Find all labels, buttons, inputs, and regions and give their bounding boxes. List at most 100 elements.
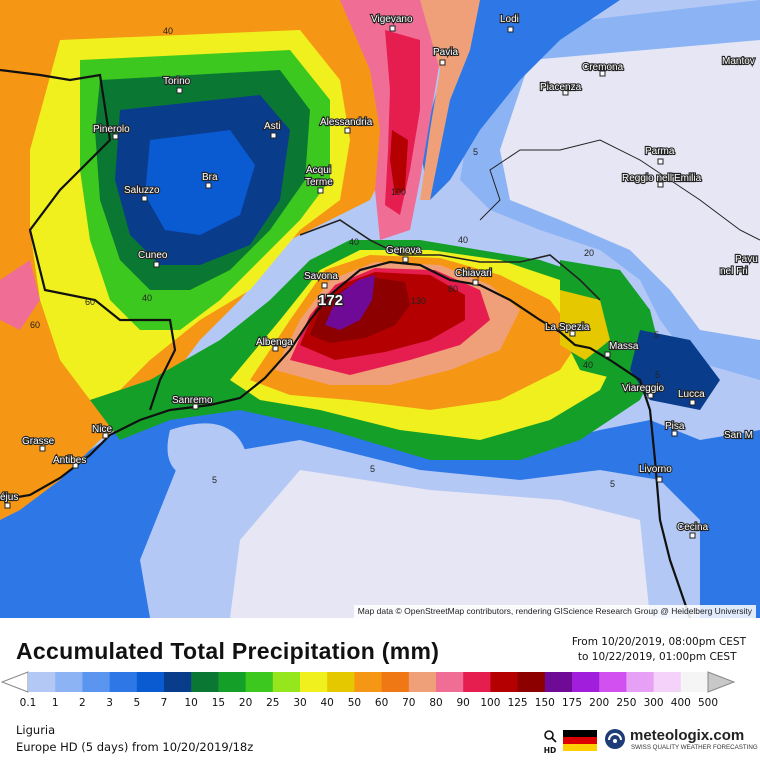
- city-cecina: Cecina: [676, 521, 710, 539]
- precipitation-map[interactable]: Vigevano Lodi Torino Pavia Cremona Manto…: [0, 0, 760, 618]
- brand-logo-icon: [605, 729, 625, 749]
- max-purple-core: [325, 275, 375, 330]
- city-sanremo: Sanremo: [171, 394, 214, 410]
- scale-swatch: [517, 672, 546, 692]
- scale-left-arrow: [0, 671, 29, 693]
- scale-swatch: [680, 672, 709, 692]
- city-antibes: Antibes: [52, 454, 87, 469]
- scale-swatch: [245, 672, 274, 692]
- svg-text:Vigevano: Vigevano: [371, 14, 413, 25]
- svg-text:Bra: Bra: [202, 172, 218, 183]
- hd-label: HD: [543, 746, 557, 755]
- svg-text:Mantov: Mantov: [722, 56, 755, 67]
- coastline: [0, 260, 692, 618]
- scale-swatch: [55, 672, 83, 692]
- scale-swatch: [109, 672, 138, 692]
- brand-tagline: SWISS QUALITY WEATHER FORECASTING: [631, 744, 758, 751]
- east-lightest-region: [500, 40, 760, 340]
- scale-tick-label: 0.1: [19, 697, 37, 709]
- brand-name: meteologix.com: [630, 727, 745, 744]
- city-chiavari: Chiavari: [454, 267, 493, 286]
- svg-text:Chiavari: Chiavari: [455, 268, 492, 279]
- svg-text:Nice: Nice: [92, 424, 112, 435]
- scale-swatch: [572, 672, 600, 692]
- svg-text:130: 130: [411, 296, 426, 306]
- svg-text:Terme: Terme: [305, 177, 333, 188]
- svg-text:Grasse: Grasse: [22, 436, 55, 447]
- scale-swatch: [381, 672, 410, 692]
- city-savona: Savona: [303, 270, 339, 289]
- scale-swatch: [164, 672, 192, 692]
- scale-tick-label: 25: [266, 697, 280, 709]
- svg-text:nel Fri: nel Fri: [720, 266, 748, 277]
- svg-text:60: 60: [85, 297, 95, 307]
- svg-text:5: 5: [212, 475, 217, 485]
- model-info: Europe HD (5 days) from 10/20/2019/18z: [16, 740, 254, 754]
- svg-text:5: 5: [370, 464, 375, 474]
- svg-text:éjus: éjus: [0, 492, 18, 503]
- scale-tick-label: 100: [480, 697, 501, 709]
- scale-tick-label: 7: [160, 697, 168, 709]
- date-from: From 10/20/2019, 08:00pm CEST: [571, 636, 746, 648]
- map-attribution: Map data © OpenStreetMap contributors, r…: [353, 605, 756, 618]
- scale-swatch: [327, 672, 355, 692]
- scale-tick-label: 50: [347, 697, 362, 709]
- scale-tick-label: 500: [697, 697, 719, 709]
- svg-text:Pavu: Pavu: [735, 254, 758, 265]
- svg-text:80: 80: [448, 284, 458, 294]
- scale-tick-label: 125: [507, 697, 528, 709]
- scale-tick-label: 20: [238, 697, 253, 709]
- city-torino: Torino: [162, 75, 192, 94]
- hd-icon[interactable]: HD: [540, 728, 560, 755]
- city-la-spezia: La Spezia: [544, 321, 591, 337]
- date-range: From 10/20/2019, 08:00pm CEST to 10/22/2…: [572, 635, 746, 665]
- svg-text:Savona: Savona: [304, 271, 338, 282]
- city-grasse: Grasse: [21, 435, 56, 452]
- scale-swatch: [191, 672, 219, 692]
- scale-tick-label: 15: [211, 697, 226, 709]
- chart-title: Accumulated Total Precipitation (mm): [16, 638, 440, 664]
- scale-tick-labels: 0.1 1 2 3 5 7 10 15 20 25 30 40 50 60 70 80 90 100 125 150 1…: [0, 697, 760, 711]
- scale-swatch: [354, 672, 383, 692]
- city-albenga: Albenga: [255, 336, 294, 352]
- sea-light-patch: [167, 423, 245, 479]
- scale-tick-label: 80: [429, 697, 443, 709]
- scale-tick-label: 3: [106, 697, 113, 709]
- svg-text:40: 40: [142, 293, 152, 303]
- scale-right-arrow: [707, 671, 736, 693]
- svg-text:40: 40: [583, 360, 593, 370]
- svg-text:Lodi: Lodi: [500, 14, 519, 25]
- city-pavia: Pavia: [432, 46, 460, 66]
- scale-swatch: [544, 672, 573, 692]
- svg-text:5: 5: [473, 147, 478, 157]
- svg-text:La Spezia: La Spezia: [545, 322, 590, 333]
- svg-text:San M: San M: [724, 430, 753, 441]
- svg-text:5: 5: [655, 370, 660, 380]
- svg-text:20: 20: [584, 248, 594, 258]
- city-lodi: Lodi: [499, 13, 520, 33]
- city-mantov: Mantov: [721, 55, 756, 68]
- svg-text:60: 60: [30, 320, 40, 330]
- city-reggio: Reggio nell'Emilia: [621, 172, 703, 188]
- scale-tick-label: 1: [51, 697, 59, 709]
- north-darkred-core: [390, 130, 408, 195]
- country-border: [0, 68, 177, 411]
- svg-text:40: 40: [163, 26, 173, 36]
- city-nice: Nice: [91, 423, 114, 439]
- svg-text:Alessandria: Alessandria: [320, 117, 373, 128]
- date-to: to 10/22/2019, 01:00pm CEST: [577, 651, 737, 663]
- svg-text:40: 40: [349, 237, 359, 247]
- city-saluzzo: Saluzzo: [123, 184, 161, 202]
- city-massa: Massa: [604, 340, 640, 358]
- svg-text:Massa: Massa: [609, 341, 639, 352]
- svg-text:Cremona: Cremona: [582, 62, 624, 73]
- germany-flag-icon[interactable]: [563, 730, 597, 751]
- scale-swatch: [272, 672, 301, 692]
- magnifier-icon: [544, 730, 557, 743]
- scale-tick-label: 400: [670, 697, 691, 709]
- city-genova: Genova: [385, 244, 423, 263]
- city-parma: Parma: [644, 145, 676, 165]
- west-blue-core: [145, 130, 255, 235]
